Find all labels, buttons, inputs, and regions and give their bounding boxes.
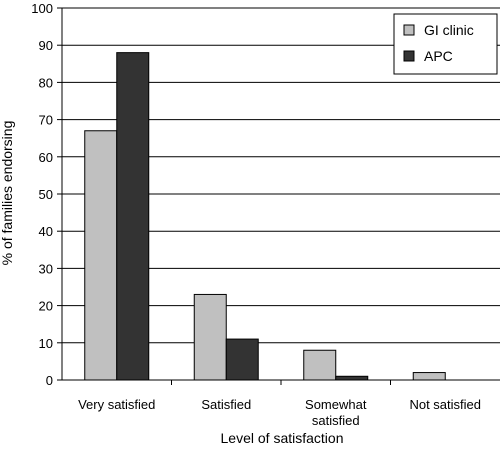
x-tick-labels: Very satisfied Satisfied Somewhat satisfied…: [78, 397, 481, 428]
legend: GI clinic APC: [393, 13, 498, 75]
x-tick-label-line: Somewhat: [305, 397, 367, 412]
y-tick-label: 40: [39, 224, 53, 239]
y-tick-label: 0: [46, 373, 53, 388]
x-tick-label-line: Very satisfied: [78, 397, 155, 412]
x-tick-label: Not satisfied: [409, 397, 481, 412]
legend-label: GI clinic: [424, 22, 474, 38]
legend-swatch: [403, 24, 415, 36]
y-tick-label: 10: [39, 336, 53, 351]
y-tick-label: 60: [39, 150, 53, 165]
axes: [57, 7, 500, 385]
legend-box: [393, 13, 498, 75]
x-tick-label: Somewhat satisfied: [305, 397, 367, 428]
bars: [84, 52, 446, 381]
legend-swatch: [403, 50, 415, 62]
bar: [412, 372, 446, 381]
x-axis-title: Level of satisfaction: [221, 430, 344, 446]
bar: [225, 338, 259, 381]
y-tick-label: 30: [39, 261, 53, 276]
y-tick-label: 80: [39, 75, 53, 90]
y-tick-label: 70: [39, 113, 53, 128]
x-tick-label: Satisfied: [201, 397, 251, 412]
y-tick-label: 90: [39, 38, 53, 53]
y-tick-label: 50: [39, 187, 53, 202]
x-tick-label-line: Satisfied: [201, 397, 251, 412]
y-tick-label: 100: [31, 1, 53, 16]
y-axis-title: % of families endorsing: [0, 121, 15, 266]
bar: [84, 130, 118, 381]
bar: [335, 375, 369, 381]
legend-label: APC: [424, 48, 453, 64]
x-tick-label-line: satisfied: [312, 413, 360, 428]
bar: [116, 52, 150, 381]
y-tick-label: 20: [39, 299, 53, 314]
x-tick-label: Very satisfied: [78, 397, 155, 412]
bar: [303, 349, 337, 381]
bar: [193, 293, 227, 381]
x-tick-label-line: Not satisfied: [409, 397, 481, 412]
y-tick-labels: 0 10 20 30 40 50 60 70 80 90 100: [31, 1, 53, 388]
